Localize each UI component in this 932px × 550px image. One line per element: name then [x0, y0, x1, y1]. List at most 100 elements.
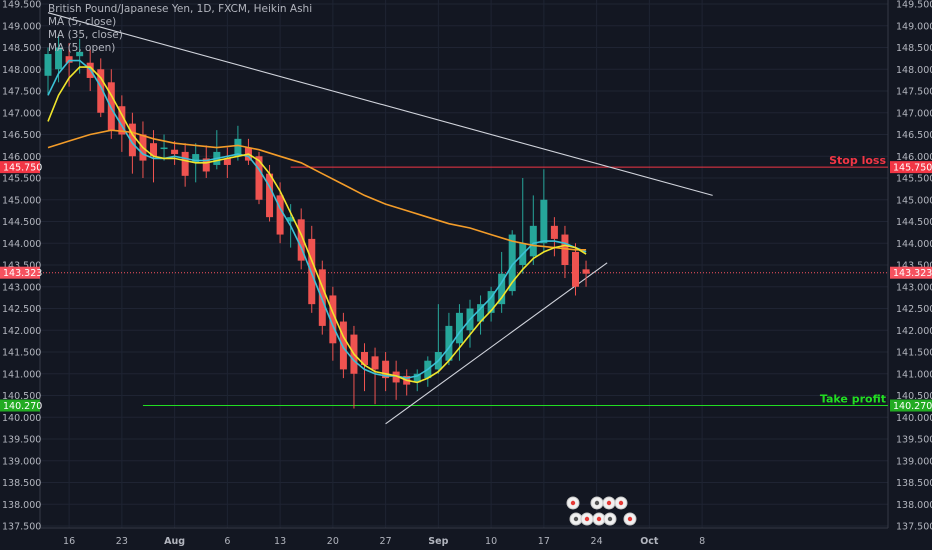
y-tick-label-left: 144.000: [2, 239, 41, 250]
price-badge[interactable]: [890, 399, 932, 412]
candle-body: [128, 123, 136, 157]
y-tick-label-left: 147.500: [2, 87, 41, 98]
y-tick-label-right: 144.000: [896, 239, 932, 250]
event-flag-icon: [618, 500, 624, 506]
candle-body: [487, 291, 495, 313]
y-tick-label-right: 149.000: [896, 21, 932, 32]
candle-body: [76, 51, 84, 57]
y-tick-label-left: 146.000: [2, 152, 41, 163]
candle-body: [160, 147, 168, 150]
y-tick-label-left: 138.500: [2, 478, 41, 489]
y-tick-label-right: 148.000: [896, 65, 932, 76]
candle-body: [392, 371, 400, 383]
y-tick-label-right: 138.000: [896, 500, 932, 511]
indicator-ma5-close[interactable]: MA (5, close): [48, 16, 117, 28]
y-tick-label-left: 143.500: [2, 261, 41, 272]
candle-body: [266, 173, 274, 218]
candle-body: [413, 373, 421, 383]
price-badge[interactable]: [0, 399, 40, 412]
price-axis[interactable]: 149.500 149.500 149.000 149.000 148.500 148.5…: [0, 0, 932, 533]
candle-body: [445, 325, 453, 361]
y-tick-label-left: 142.000: [2, 326, 41, 337]
price-badge[interactable]: [890, 266, 932, 279]
x-tick-label: 13: [274, 536, 286, 547]
x-tick-label: Oct: [640, 536, 659, 547]
candle-body: [477, 304, 485, 322]
indicator-ma5-open[interactable]: MA (5, open): [48, 42, 116, 54]
level-labels: Stop loss Take profit: [820, 154, 887, 405]
y-tick-label-right: 146.500: [896, 130, 932, 141]
y-tick-label-right: 138.500: [896, 478, 932, 489]
chart-legend: British Pound/Japanese Yen, 1D, FXCM, He…: [48, 3, 312, 55]
event-flag-icon: [573, 516, 579, 522]
event-flag-icon: [594, 500, 600, 506]
price-badge-label: 145.750: [893, 163, 932, 174]
x-tick-label: 10: [485, 536, 497, 547]
x-tick-label: 27: [380, 536, 392, 547]
y-tick-label-right: 140.000: [896, 413, 932, 424]
event-flag-icon: [596, 516, 602, 522]
y-tick-label-left: 145.500: [2, 174, 41, 185]
y-tick-label-right: 148.500: [896, 43, 932, 54]
candle-body: [339, 321, 347, 370]
candle-body: [498, 273, 506, 305]
candle-body: [318, 269, 326, 326]
candle-body: [234, 138, 242, 157]
y-tick-label-right: 139.000: [896, 456, 932, 467]
indicator-ma35-close[interactable]: MA (35, close): [48, 29, 123, 41]
candle-body: [540, 199, 548, 244]
y-tick-label-right: 141.000: [896, 369, 932, 380]
y-tick-label-left: 149.000: [2, 21, 41, 32]
trendline-resistance[interactable]: [47, 12, 713, 196]
y-tick-label-left: 141.000: [2, 369, 41, 380]
candle-body: [192, 154, 200, 163]
horizontal-levels[interactable]: [40, 166, 888, 407]
y-tick-label-right: 139.500: [896, 435, 932, 446]
x-tick-label: 16: [63, 536, 75, 547]
candle-body: [107, 82, 115, 131]
time-axis[interactable]: 16 23 Aug 6 13 20 27 Sep 10 17 24 Oct 8: [63, 536, 705, 547]
y-tick-label-left: 139.500: [2, 435, 41, 446]
candle-body: [255, 156, 263, 200]
y-tick-label-left: 148.500: [2, 43, 41, 54]
candle-body: [529, 225, 537, 257]
price-badge[interactable]: [0, 266, 40, 279]
stop-loss-label: Stop loss: [829, 154, 886, 167]
y-tick-label-right: 142.000: [896, 326, 932, 337]
price-badge-label: 140.270: [3, 401, 42, 412]
x-tick-label: 20: [327, 536, 339, 547]
candle-body: [65, 56, 73, 63]
symbol-title[interactable]: British Pound/Japanese Yen, 1D, FXCM, He…: [48, 3, 313, 15]
event-flag-icon: [584, 516, 590, 522]
event-flag-icon: [607, 516, 613, 522]
candle-body: [371, 356, 379, 370]
y-tick-label-right: 140.500: [896, 391, 932, 402]
y-tick-label-right: 141.500: [896, 348, 932, 359]
candle-body: [150, 143, 157, 157]
y-tick-label-right: 145.500: [896, 174, 932, 185]
x-tick-label: 23: [116, 536, 128, 547]
ma-line-ma-5-open-: [47, 66, 587, 384]
candle-body: [572, 251, 579, 287]
price-badge[interactable]: [0, 161, 40, 174]
x-tick-label: 8: [699, 536, 705, 547]
y-tick-label-right: 147.500: [896, 87, 932, 98]
y-tick-label-right: 142.500: [896, 304, 932, 315]
candle-body: [455, 312, 463, 344]
candle-body: [361, 352, 368, 366]
candle-body: [508, 234, 516, 292]
candle-body: [561, 234, 569, 265]
trendlines[interactable]: [47, 12, 713, 425]
candle-body: [181, 151, 189, 176]
economic-events[interactable]: [566, 496, 637, 526]
y-tick-label-left: 143.000: [2, 282, 41, 293]
y-tick-label-left: 145.000: [2, 195, 41, 206]
price-badge[interactable]: [890, 161, 932, 174]
y-tick-label-left: 137.500: [2, 522, 41, 533]
candle-body: [582, 269, 590, 274]
price-badge-label: 140.270: [893, 401, 932, 412]
y-tick-label-left: 140.000: [2, 413, 41, 424]
candle-body: [276, 195, 284, 235]
trendline-support[interactable]: [385, 262, 608, 425]
